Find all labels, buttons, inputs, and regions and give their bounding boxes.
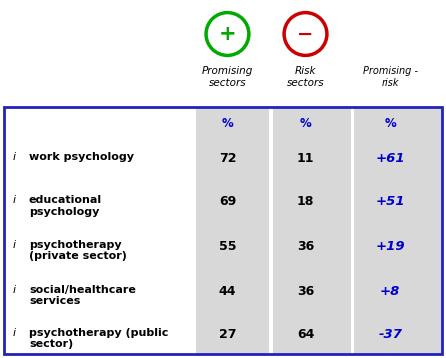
Text: +8: +8 (380, 285, 401, 297)
Text: -37: -37 (378, 328, 402, 340)
Text: i: i (12, 328, 16, 338)
Text: i: i (12, 240, 16, 250)
FancyBboxPatch shape (196, 107, 269, 354)
Text: i: i (12, 195, 16, 205)
Text: %: % (222, 117, 233, 130)
FancyBboxPatch shape (354, 107, 442, 354)
Text: social/healthcare
services: social/healthcare services (29, 285, 136, 306)
Text: −: − (297, 24, 314, 44)
Text: +19: +19 (376, 240, 405, 253)
Text: 36: 36 (297, 285, 314, 297)
Ellipse shape (284, 13, 327, 55)
Text: Promising -
risk: Promising - risk (363, 66, 418, 88)
Text: educational
psychology: educational psychology (29, 195, 102, 217)
Text: psychotherapy
(private sector): psychotherapy (private sector) (29, 240, 127, 261)
Text: 69: 69 (219, 195, 236, 208)
Text: 72: 72 (219, 152, 236, 165)
Text: i: i (12, 152, 16, 162)
Text: i: i (12, 285, 16, 295)
FancyBboxPatch shape (273, 107, 351, 354)
Text: +: + (219, 24, 236, 44)
Text: +51: +51 (376, 195, 405, 208)
Text: +61: +61 (376, 152, 405, 165)
Ellipse shape (206, 13, 249, 55)
Text: %: % (300, 117, 311, 130)
Text: 36: 36 (297, 240, 314, 253)
Text: 44: 44 (219, 285, 236, 297)
Text: %: % (384, 117, 396, 130)
Text: 55: 55 (219, 240, 236, 253)
Text: work psychology: work psychology (29, 152, 134, 162)
Text: 64: 64 (297, 328, 314, 340)
Text: 18: 18 (297, 195, 314, 208)
FancyBboxPatch shape (4, 107, 442, 354)
Text: Risk
sectors: Risk sectors (287, 66, 324, 88)
Text: 11: 11 (297, 152, 314, 165)
Text: psychotherapy (public
sector): psychotherapy (public sector) (29, 328, 169, 349)
Text: Promising
sectors: Promising sectors (202, 66, 253, 88)
Text: 27: 27 (219, 328, 236, 340)
